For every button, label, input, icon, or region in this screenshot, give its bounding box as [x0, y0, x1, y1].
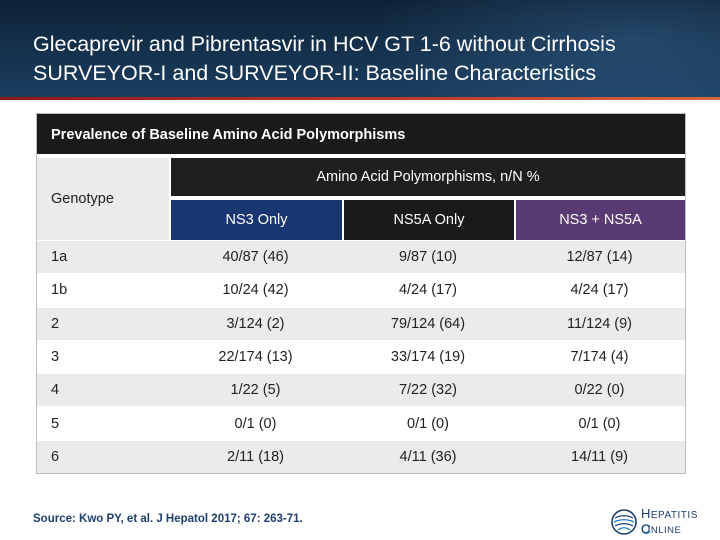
header-accent-line	[0, 97, 720, 100]
group-header: Amino Acid Polymorphisms, n/N %	[169, 158, 685, 198]
ns3-cell: 10/24 (42)	[222, 282, 289, 299]
table-banner: Prevalence of Baseline Amino Acid Polymo…	[37, 114, 685, 156]
column-header-ns5a: NS5A Only	[342, 200, 514, 240]
ns5a-cell: 4/24 (17)	[398, 282, 458, 299]
logo-line-1: HEPATITIS C	[641, 506, 698, 537]
genotype-cell: 5	[51, 415, 60, 432]
ns3-ns5a-cell: 4/24 (17)	[570, 282, 629, 299]
table-row: 5 0/1 (0) 0/1 (0) 0/1 (0)	[37, 406, 685, 440]
logo-line-2: ONLINE	[641, 522, 682, 536]
ns3-cell: 3/124 (2)	[226, 315, 285, 332]
ns3-ns5a-cell: 14/11 (9)	[571, 448, 628, 465]
genotype-header: Genotype	[37, 158, 169, 240]
ns5a-cell: 33/174 (19)	[390, 349, 466, 366]
genotype-cell: 3	[51, 349, 60, 366]
ns3-cell: 40/87 (46)	[222, 249, 289, 266]
genotype-cell: 1b	[51, 282, 68, 299]
ns3-ns5a-cell: 0/1 (0)	[578, 415, 621, 432]
genotype-cell: 4	[51, 382, 60, 399]
table-row: 3 22/174 (13) 33/174 (19) 7/174 (4)	[37, 339, 685, 374]
ns3-cell: 2/11 (18)	[227, 448, 284, 465]
hepatitis-c-online-logo: HEPATITIS C ONLINE	[611, 501, 711, 537]
ns5a-cell: 79/124 (64)	[390, 315, 466, 332]
ns5a-cell: 4/11 (36)	[399, 448, 457, 465]
genotype-cell: 1a	[51, 249, 68, 266]
ns5a-cell: 7/22 (32)	[398, 382, 458, 399]
ns3-ns5a-cell: 7/174 (4)	[570, 349, 629, 366]
ns3-cell: 0/1 (0)	[234, 415, 277, 432]
genotype-cell: 2	[51, 315, 60, 332]
ns3-ns5a-cell: 0/22 (0)	[574, 382, 625, 399]
ns5a-cell: 0/1 (0)	[407, 415, 449, 432]
column-header-ns3: NS3 Only	[169, 200, 342, 240]
table-body: 1a 40/87 (46) 9/87 (10) 12/87 (14) 1b 10…	[37, 240, 685, 474]
source-citation: Source: Kwo PY, et al. J Hepatol 2017; 6…	[33, 513, 303, 525]
ns5a-cell: 9/87 (10)	[398, 249, 458, 266]
ns3-ns5a-cell: 11/124 (9)	[566, 315, 633, 332]
slide-title: Glecaprevir and Pibrentasvir in HCV GT 1…	[33, 32, 616, 85]
ns3-ns5a-cell: 12/87 (14)	[566, 249, 633, 266]
logo-mark-icon	[611, 509, 637, 535]
ns3-cell: 22/174 (13)	[218, 349, 293, 366]
table-row: 6 2/11 (18) 4/11 (36) 14/11 (9)	[37, 439, 685, 474]
polymorphism-table: Prevalence of Baseline Amino Acid Polymo…	[36, 113, 686, 474]
table-row: 1a 40/87 (46) 9/87 (10) 12/87 (14)	[37, 240, 685, 274]
slide-header: Glecaprevir and Pibrentasvir in HCV GT 1…	[0, 0, 720, 100]
header-glow	[340, 0, 720, 100]
genotype-cell: 6	[51, 448, 60, 465]
table-row: 1b 10/24 (42) 4/24 (17) 4/24 (17)	[37, 273, 685, 307]
table-row: 4 1/22 (5) 7/22 (32) 0/22 (0)	[37, 373, 685, 407]
column-header-ns3-ns5a: NS3 + NS5A	[514, 200, 685, 240]
ns3-cell: 1/22 (5)	[230, 382, 281, 399]
table-row: 2 3/124 (2) 79/124 (64) 11/124 (9)	[37, 306, 685, 340]
